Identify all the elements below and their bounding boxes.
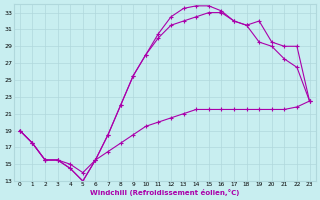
X-axis label: Windchill (Refroidissement éolien,°C): Windchill (Refroidissement éolien,°C) xyxy=(90,189,239,196)
